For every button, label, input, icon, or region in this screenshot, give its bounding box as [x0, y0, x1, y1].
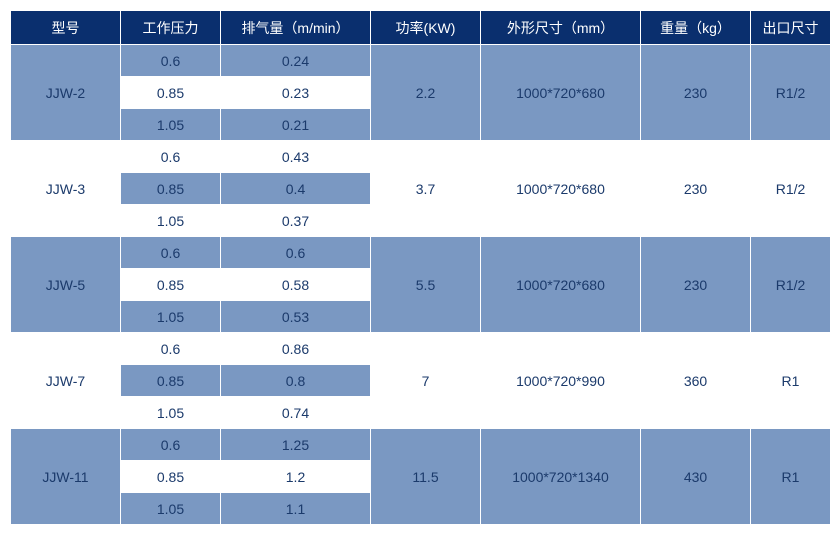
header-weight: 重量（kg） — [641, 11, 751, 45]
cell-power: 7 — [371, 333, 481, 429]
header-row: 型号 工作压力 排气量（m/min） 功率(KW) 外形尺寸（mm） 重量（kg… — [11, 11, 831, 45]
cell-displacement: 0.23 — [221, 77, 371, 109]
cell-displacement: 0.74 — [221, 397, 371, 429]
cell-pressure: 0.85 — [121, 269, 221, 301]
cell-model: JJW-5 — [11, 237, 121, 333]
header-displacement: 排气量（m/min） — [221, 11, 371, 45]
cell-outlet: R1/2 — [751, 237, 831, 333]
cell-weight: 430 — [641, 429, 751, 525]
spec-table: 型号 工作压力 排气量（m/min） 功率(KW) 外形尺寸（mm） 重量（kg… — [10, 10, 831, 525]
cell-power: 11.5 — [371, 429, 481, 525]
table-row: JJW-110.61.2511.51000*720*1340430R1 — [11, 429, 831, 461]
cell-displacement: 1.2 — [221, 461, 371, 493]
table-row: JJW-30.60.433.71000*720*680230R1/2 — [11, 141, 831, 173]
cell-model: JJW-2 — [11, 45, 121, 141]
cell-pressure: 0.6 — [121, 237, 221, 269]
cell-dimensions: 1000*720*1340 — [481, 429, 641, 525]
header-outlet: 出口尺寸 — [751, 11, 831, 45]
cell-displacement: 0.6 — [221, 237, 371, 269]
cell-outlet: R1/2 — [751, 141, 831, 237]
cell-pressure: 0.6 — [121, 429, 221, 461]
cell-pressure: 0.6 — [121, 45, 221, 77]
cell-displacement: 0.53 — [221, 301, 371, 333]
cell-model: JJW-3 — [11, 141, 121, 237]
cell-weight: 230 — [641, 237, 751, 333]
cell-displacement: 1.1 — [221, 493, 371, 525]
cell-power: 5.5 — [371, 237, 481, 333]
cell-displacement: 0.24 — [221, 45, 371, 77]
cell-displacement: 1.25 — [221, 429, 371, 461]
cell-dimensions: 1000*720*680 — [481, 141, 641, 237]
cell-power: 3.7 — [371, 141, 481, 237]
cell-pressure: 0.85 — [121, 461, 221, 493]
cell-pressure: 0.85 — [121, 365, 221, 397]
cell-displacement: 0.21 — [221, 109, 371, 141]
cell-outlet: R1/2 — [751, 45, 831, 141]
cell-outlet: R1 — [751, 333, 831, 429]
cell-model: JJW-7 — [11, 333, 121, 429]
header-dimensions: 外形尺寸（mm） — [481, 11, 641, 45]
cell-pressure: 1.05 — [121, 397, 221, 429]
table-row: JJW-70.60.8671000*720*990360R1 — [11, 333, 831, 365]
header-power: 功率(KW) — [371, 11, 481, 45]
cell-pressure: 0.85 — [121, 77, 221, 109]
cell-pressure: 1.05 — [121, 493, 221, 525]
cell-power: 2.2 — [371, 45, 481, 141]
cell-displacement: 0.86 — [221, 333, 371, 365]
cell-displacement: 0.43 — [221, 141, 371, 173]
cell-displacement: 0.8 — [221, 365, 371, 397]
cell-weight: 230 — [641, 45, 751, 141]
cell-pressure: 0.6 — [121, 333, 221, 365]
table-row: JJW-50.60.65.51000*720*680230R1/2 — [11, 237, 831, 269]
table-row: JJW-20.60.242.21000*720*680230R1/2 — [11, 45, 831, 77]
cell-pressure: 1.05 — [121, 301, 221, 333]
cell-weight: 230 — [641, 141, 751, 237]
cell-weight: 360 — [641, 333, 751, 429]
cell-dimensions: 1000*720*990 — [481, 333, 641, 429]
header-model: 型号 — [11, 11, 121, 45]
cell-pressure: 0.85 — [121, 173, 221, 205]
cell-pressure: 1.05 — [121, 205, 221, 237]
cell-pressure: 0.6 — [121, 141, 221, 173]
cell-model: JJW-11 — [11, 429, 121, 525]
cell-dimensions: 1000*720*680 — [481, 237, 641, 333]
cell-displacement: 0.4 — [221, 173, 371, 205]
cell-dimensions: 1000*720*680 — [481, 45, 641, 141]
cell-displacement: 0.37 — [221, 205, 371, 237]
cell-displacement: 0.58 — [221, 269, 371, 301]
cell-pressure: 1.05 — [121, 109, 221, 141]
cell-outlet: R1 — [751, 429, 831, 525]
header-pressure: 工作压力 — [121, 11, 221, 45]
